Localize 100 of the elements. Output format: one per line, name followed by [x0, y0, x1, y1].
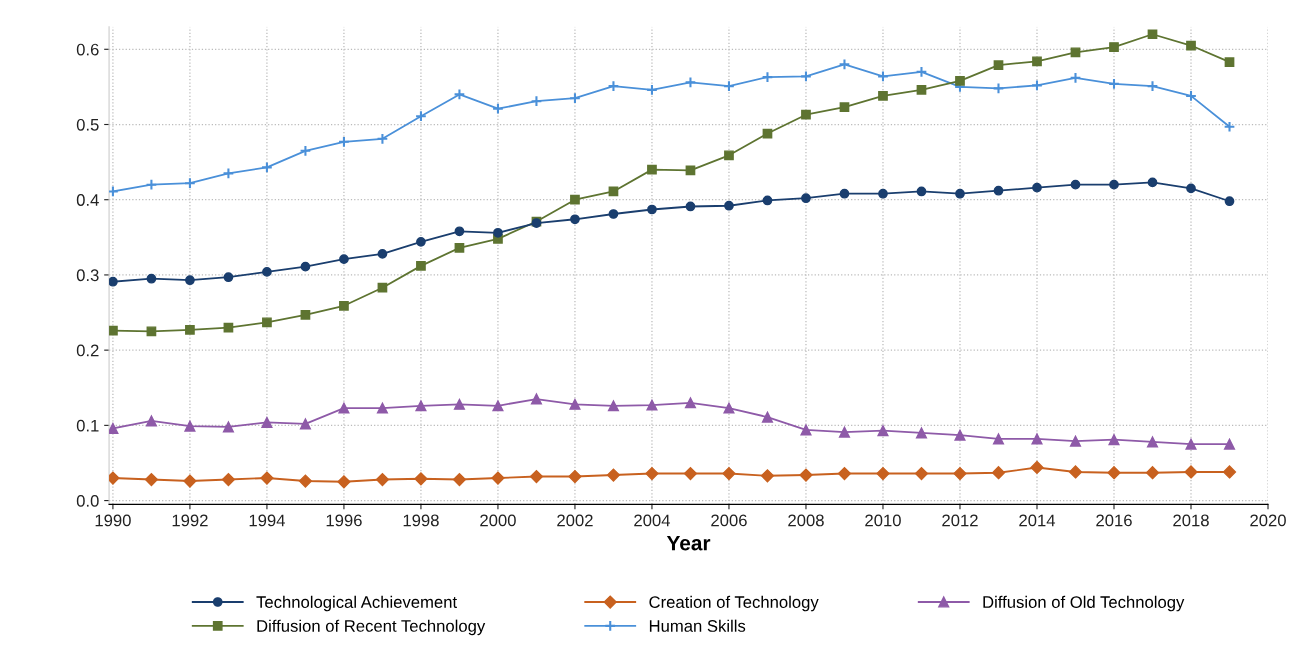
point [762, 195, 773, 206]
point [1224, 196, 1235, 207]
point [839, 102, 850, 113]
point [109, 422, 119, 434]
point [1186, 183, 1196, 194]
point [493, 227, 503, 238]
point [993, 185, 1004, 196]
y-tick-label: 0.4 [76, 194, 99, 206]
point [570, 194, 580, 205]
x-tick-label: 2014 [1019, 514, 1056, 527]
point [145, 415, 157, 427]
point [647, 204, 657, 215]
point [375, 472, 390, 487]
point [1031, 79, 1043, 92]
point [724, 150, 734, 161]
legend-label: Creation of Technology [649, 595, 819, 612]
x-tick-label: 1994 [249, 514, 285, 527]
point [222, 167, 235, 180]
point [146, 273, 157, 284]
x-tick-label: 1990 [95, 514, 131, 527]
point [955, 76, 965, 86]
point [915, 427, 928, 439]
point [300, 261, 311, 272]
point [452, 472, 467, 487]
point [993, 60, 1004, 70]
point [262, 317, 272, 328]
point [646, 399, 658, 411]
point [376, 402, 388, 414]
x-tick-label: 2012 [942, 514, 978, 527]
point [568, 469, 582, 484]
point [1186, 40, 1196, 51]
point [608, 209, 619, 219]
y-tick-label: 0.0 [76, 494, 99, 507]
point [684, 76, 697, 89]
point [1068, 465, 1083, 479]
point [298, 474, 313, 488]
point [1070, 179, 1081, 190]
point [184, 420, 196, 432]
point [416, 236, 426, 247]
point [529, 469, 544, 484]
point [838, 58, 851, 71]
x-tick-label: 2006 [711, 514, 747, 527]
point [916, 186, 927, 197]
y-tick-label: 0.3 [76, 269, 99, 282]
point [1069, 435, 1082, 447]
point [878, 188, 888, 199]
point [685, 201, 696, 212]
point [1223, 438, 1236, 450]
legend-label: Human Skills [649, 619, 746, 632]
point [761, 411, 774, 423]
point [800, 424, 812, 436]
x-tick-label: 2016 [1096, 514, 1132, 527]
point [416, 261, 426, 271]
point [839, 188, 850, 199]
point [454, 242, 465, 253]
point [606, 468, 621, 482]
point [183, 474, 197, 488]
point [338, 402, 350, 414]
point [145, 178, 158, 191]
point [262, 267, 272, 277]
point [722, 466, 736, 481]
point [261, 161, 273, 174]
point [877, 425, 889, 437]
point [646, 84, 658, 96]
point [1108, 434, 1120, 446]
x-tick-label: 2000 [480, 514, 516, 527]
point [453, 398, 465, 410]
point [1109, 42, 1119, 52]
legend-label: Diffusion of Old Technology [983, 595, 1185, 612]
point [414, 472, 428, 486]
point [877, 70, 889, 83]
x-tick-label: 1998 [403, 514, 439, 527]
point [916, 85, 927, 95]
point [454, 226, 465, 237]
point [1031, 433, 1043, 445]
point [955, 188, 965, 199]
y-tick-label: 0.5 [76, 118, 99, 131]
point [1145, 466, 1160, 480]
y-tick-label: 0.1 [76, 419, 99, 432]
point [415, 400, 427, 412]
point [607, 400, 620, 412]
point [645, 466, 659, 481]
y-tick-label: 0.2 [76, 344, 99, 357]
legend-label: Technological Achievement [256, 595, 457, 612]
point [223, 272, 234, 283]
point [1030, 460, 1044, 475]
point [878, 91, 888, 101]
x-tick-label: 2010 [865, 514, 901, 527]
point [991, 466, 1006, 480]
point [684, 397, 697, 409]
point [185, 324, 195, 335]
point [838, 426, 851, 438]
point [801, 193, 811, 204]
point [1032, 182, 1042, 193]
point [144, 472, 159, 487]
point [492, 400, 504, 412]
x-axis-title: Year [666, 535, 711, 551]
point [1185, 438, 1197, 450]
point [837, 466, 852, 481]
x-tick-label: 1996 [326, 514, 362, 527]
